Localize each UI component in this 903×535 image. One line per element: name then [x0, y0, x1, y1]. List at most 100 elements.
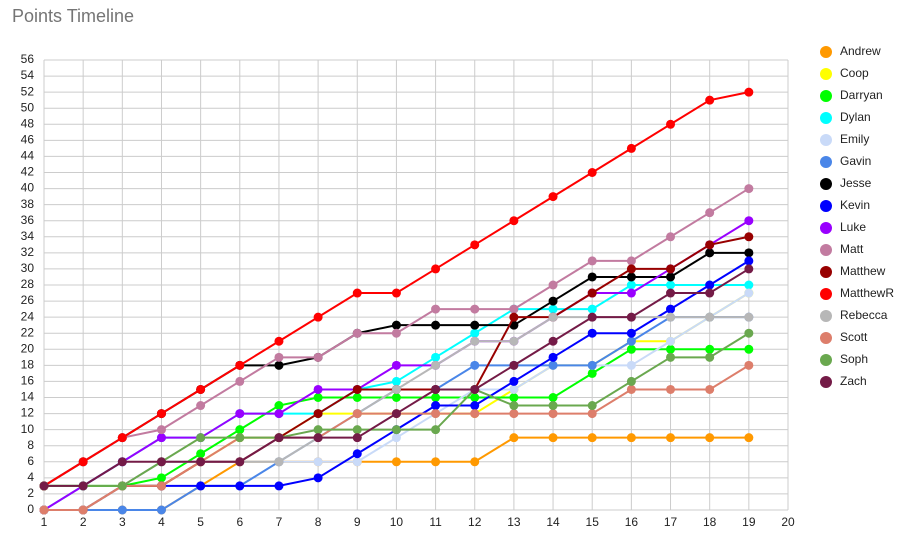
y-tick-label: 2: [27, 486, 34, 500]
data-point: [509, 216, 519, 226]
legend-marker: [820, 112, 832, 124]
x-tick-label: 17: [664, 515, 678, 529]
data-point: [666, 352, 676, 362]
data-point: [352, 433, 362, 443]
x-tick-label: 11: [429, 515, 442, 529]
data-point: [587, 256, 597, 266]
y-tick-label: 14: [21, 390, 35, 404]
data-point: [587, 288, 597, 298]
data-point: [274, 360, 284, 370]
data-point: [431, 320, 441, 330]
data-point: [235, 360, 245, 370]
data-point: [313, 352, 323, 362]
legend-marker: [820, 156, 832, 168]
data-point: [666, 384, 676, 394]
data-point: [626, 264, 636, 274]
x-tick-label: 5: [197, 515, 204, 529]
legend-label: Rebecca: [840, 308, 888, 322]
data-point: [196, 384, 206, 394]
data-point: [274, 409, 284, 419]
data-point: [744, 248, 754, 258]
data-point: [196, 457, 206, 467]
data-point: [626, 288, 636, 298]
data-point: [156, 481, 166, 491]
data-point: [587, 328, 597, 338]
data-point: [196, 433, 206, 443]
y-tick-label: 28: [21, 277, 35, 291]
data-point: [431, 264, 441, 274]
y-tick-label: 34: [21, 229, 35, 243]
data-point: [705, 433, 715, 443]
data-point: [744, 264, 754, 274]
data-point: [705, 248, 715, 258]
data-point: [352, 425, 362, 435]
data-point: [470, 409, 480, 419]
data-point: [274, 352, 284, 362]
data-point: [587, 272, 597, 282]
legend-marker: [820, 244, 832, 256]
data-point: [196, 401, 206, 411]
data-point: [744, 184, 754, 194]
y-tick-label: 54: [21, 68, 35, 82]
data-point: [470, 304, 480, 314]
data-point: [705, 352, 715, 362]
data-point: [352, 457, 362, 467]
data-point: [352, 409, 362, 419]
legend-label: Darryan: [840, 88, 883, 102]
data-point: [391, 288, 401, 298]
data-point: [313, 425, 323, 435]
data-point: [744, 328, 754, 338]
data-point: [587, 312, 597, 322]
legend-label: Scott: [840, 330, 868, 344]
data-point: [117, 457, 127, 467]
data-point: [235, 376, 245, 386]
data-point: [431, 360, 441, 370]
x-tick-label: 2: [80, 515, 87, 529]
x-tick-label: 9: [354, 515, 361, 529]
legend-label: Luke: [840, 220, 866, 234]
data-point: [235, 433, 245, 443]
data-point: [626, 256, 636, 266]
data-point: [156, 505, 166, 515]
data-point: [509, 376, 519, 386]
x-tick-label: 6: [236, 515, 243, 529]
x-tick-label: 20: [781, 515, 795, 529]
data-point: [666, 336, 676, 346]
data-point: [587, 409, 597, 419]
data-point: [666, 344, 676, 354]
data-point: [548, 336, 558, 346]
legend-marker: [820, 178, 832, 190]
data-point: [235, 457, 245, 467]
data-point: [666, 280, 676, 290]
data-point: [626, 344, 636, 354]
data-point: [548, 393, 558, 402]
data-point: [391, 376, 401, 386]
data-point: [705, 240, 715, 250]
data-point: [548, 312, 558, 322]
data-point: [548, 409, 558, 419]
y-tick-label: 42: [21, 165, 35, 179]
y-tick-label: 20: [21, 341, 35, 355]
data-point: [744, 256, 754, 266]
data-point: [391, 328, 401, 338]
data-point: [470, 360, 480, 370]
legend-marker: [820, 310, 832, 322]
data-point: [431, 352, 441, 362]
x-tick-label: 15: [586, 515, 600, 529]
data-point: [117, 505, 127, 515]
data-point: [313, 312, 323, 322]
data-point: [470, 328, 480, 338]
legend-label: Matt: [840, 242, 864, 256]
data-point: [509, 304, 519, 314]
data-point: [431, 393, 441, 402]
data-point: [548, 280, 558, 290]
chart-title: Points Timeline: [12, 6, 134, 26]
y-tick-label: 56: [21, 52, 35, 66]
y-tick-label: 26: [21, 293, 35, 307]
data-point: [509, 384, 519, 394]
data-point: [548, 433, 558, 443]
x-tick-label: 14: [546, 515, 560, 529]
data-point: [744, 216, 754, 226]
data-point: [431, 409, 441, 419]
data-point: [391, 457, 401, 467]
